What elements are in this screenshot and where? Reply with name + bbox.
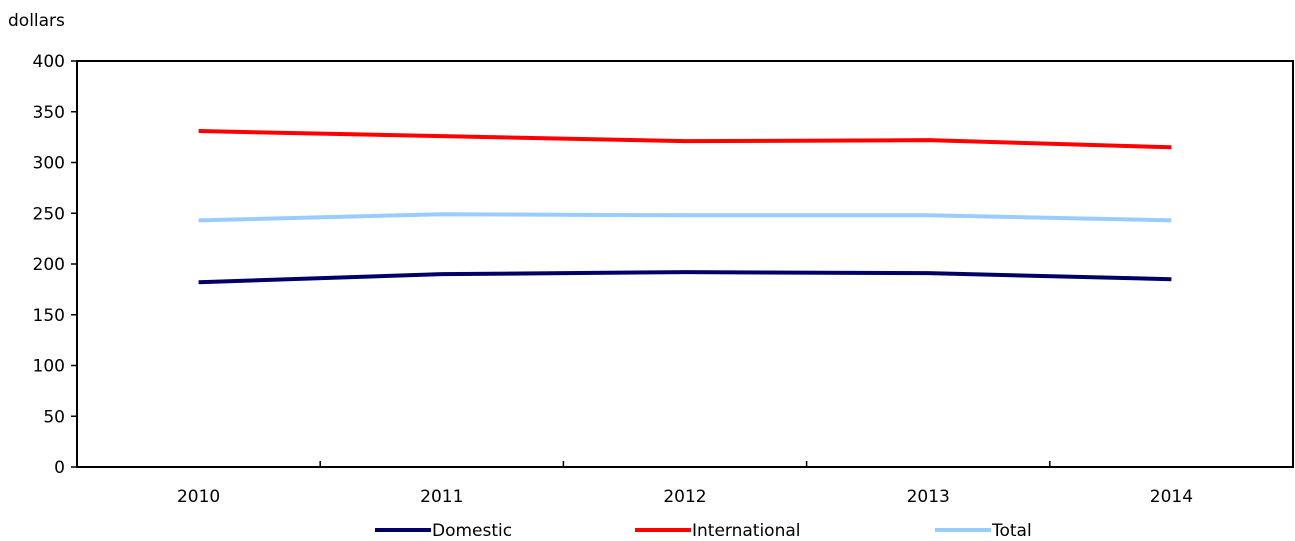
x-tick-label: 2010	[177, 487, 220, 507]
legend-label-total: Total	[991, 521, 1032, 541]
plot-area-frame	[76, 60, 1294, 468]
series-lines	[198, 129, 1172, 285]
x-axis: 2010 2011 2012 2013 2014	[177, 461, 1193, 507]
legend-label-domestic: Domestic	[432, 521, 512, 541]
series-line-domestic	[198, 270, 1172, 285]
y-axis: 0 50 100 150 200 250 300 350 400	[33, 52, 77, 478]
y-tick-label: 50	[43, 407, 65, 427]
y-tick-label: 350	[33, 103, 65, 123]
series-line-total	[198, 212, 1172, 223]
x-tick-label: 2014	[1150, 487, 1193, 507]
y-tick-label: 100	[33, 357, 65, 377]
x-tick-label: 2012	[663, 487, 706, 507]
y-axis-label: dollars	[8, 11, 65, 31]
y-tick-label: 400	[33, 52, 65, 72]
y-tick-label: 200	[33, 255, 65, 275]
legend: Domestic International Total	[375, 521, 1032, 541]
legend-label-international: International	[692, 521, 801, 541]
x-tick-label: 2011	[420, 487, 463, 507]
y-tick-label: 150	[33, 306, 65, 326]
x-tick-label: 2013	[907, 487, 950, 507]
y-tick-label: 0	[54, 458, 65, 478]
series-line-international	[198, 129, 1172, 150]
y-tick-label: 300	[33, 154, 65, 174]
y-tick-label: 250	[33, 204, 65, 224]
